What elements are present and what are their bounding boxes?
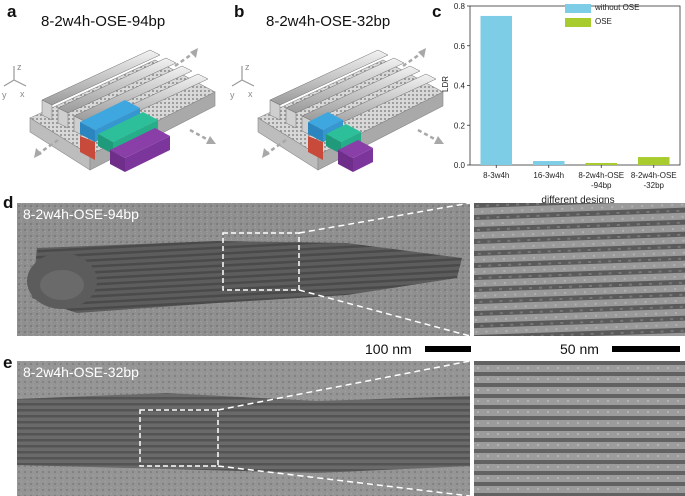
axis-z-glyph-a: z [17,62,22,72]
tem-e-label: 8-2w4h-OSE-32bp [23,364,139,380]
legend-label-ose: OSE [595,17,612,26]
tem-d-zoom-graphic [474,203,685,336]
panel-a-title: 8-2w4h-OSE-94bp [41,13,166,30]
tem-e-zoom-graphic [474,361,685,496]
tem-image-d-overview: 8-2w4h-OSE-94bp [17,203,470,336]
scale-label-100nm: 100 nm [365,341,412,357]
scale-bar-50nm [612,346,680,352]
chart-ticks: 0.00.20.40.60.88-3w4h 16-3w4h 8-2w4h-OSE-9… [454,2,677,190]
tem-image-e-zoom [474,361,685,496]
scale-bar-100nm [425,346,471,352]
y-tick-label: 0.6 [454,42,466,51]
x-tick-label: 16-3w4h [533,171,564,180]
origami-model-a [3,48,216,172]
y-tick-label: 0.2 [454,121,466,130]
y-tick-label: 0.0 [454,161,466,170]
y-tick-label: 0.4 [454,82,466,91]
axis-y-glyph-b: y [230,90,235,100]
x-tick-label: 8-2w4h-OSE [578,171,624,180]
scale-label-50nm: 50 nm [560,341,599,357]
tem-image-d-zoom [474,203,685,336]
x-tick-label: 8-2w4h-OSE [631,171,677,180]
bar-8-3w4h [480,15,512,165]
legend-label-without-ose: without OSE [595,3,640,12]
axis-z-glyph-b: z [245,62,250,72]
x-axis-label: different designs [541,195,614,205]
x-tick-label: 8-3w4h [483,171,509,180]
x-tick-label: -32bp [644,181,665,190]
panel-d-letter: d [3,193,14,212]
axis-y-glyph-a: y [2,90,7,100]
tem-image-e-overview: 8-2w4h-OSE-32bp [17,361,470,496]
bar-16-3w4h [533,161,565,165]
legend-swatch-without-ose [565,4,591,13]
origami-illustrations: z y x [2,48,444,172]
tem-d-label: 8-2w4h-OSE-94bp [23,206,139,222]
panel-a-letter: a [7,2,17,21]
y-axis-label: LDR [441,76,450,92]
origami-model-b [231,48,444,172]
panel-c-letter: c [432,2,442,21]
chart-bars [480,15,670,165]
axis-x-glyph-b: x [248,89,253,99]
ldr-bar-chart: 0.00.20.40.60.88-3w4h 16-3w4h 8-2w4h-OSE-9… [441,2,681,205]
panel-b-letter: b [234,2,245,21]
panel-b-title: 8-2w4h-OSE-32bp [266,13,391,30]
bar-8-2w4h-OSE-32bp [638,157,670,165]
tem-e-overview-graphic [17,361,470,496]
bar-8-2w4h-OSE-94bp [585,163,617,165]
panel-e-letter: e [3,353,13,372]
axis-x-glyph-a: x [20,89,25,99]
tem-d-overview-graphic [17,203,470,336]
x-tick-label: -94bp [591,181,612,190]
y-tick-label: 0.8 [454,2,466,11]
legend-swatch-ose [565,18,591,27]
